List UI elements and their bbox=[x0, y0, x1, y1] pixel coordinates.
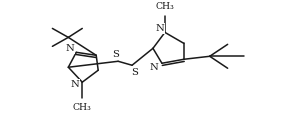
Text: N: N bbox=[156, 24, 164, 33]
Text: N: N bbox=[71, 80, 80, 89]
Text: CH₃: CH₃ bbox=[156, 2, 174, 12]
Text: S: S bbox=[132, 68, 139, 77]
Text: N: N bbox=[149, 63, 158, 72]
Text: CH₃: CH₃ bbox=[73, 103, 92, 112]
Text: S: S bbox=[112, 50, 119, 59]
Text: N: N bbox=[66, 44, 75, 53]
